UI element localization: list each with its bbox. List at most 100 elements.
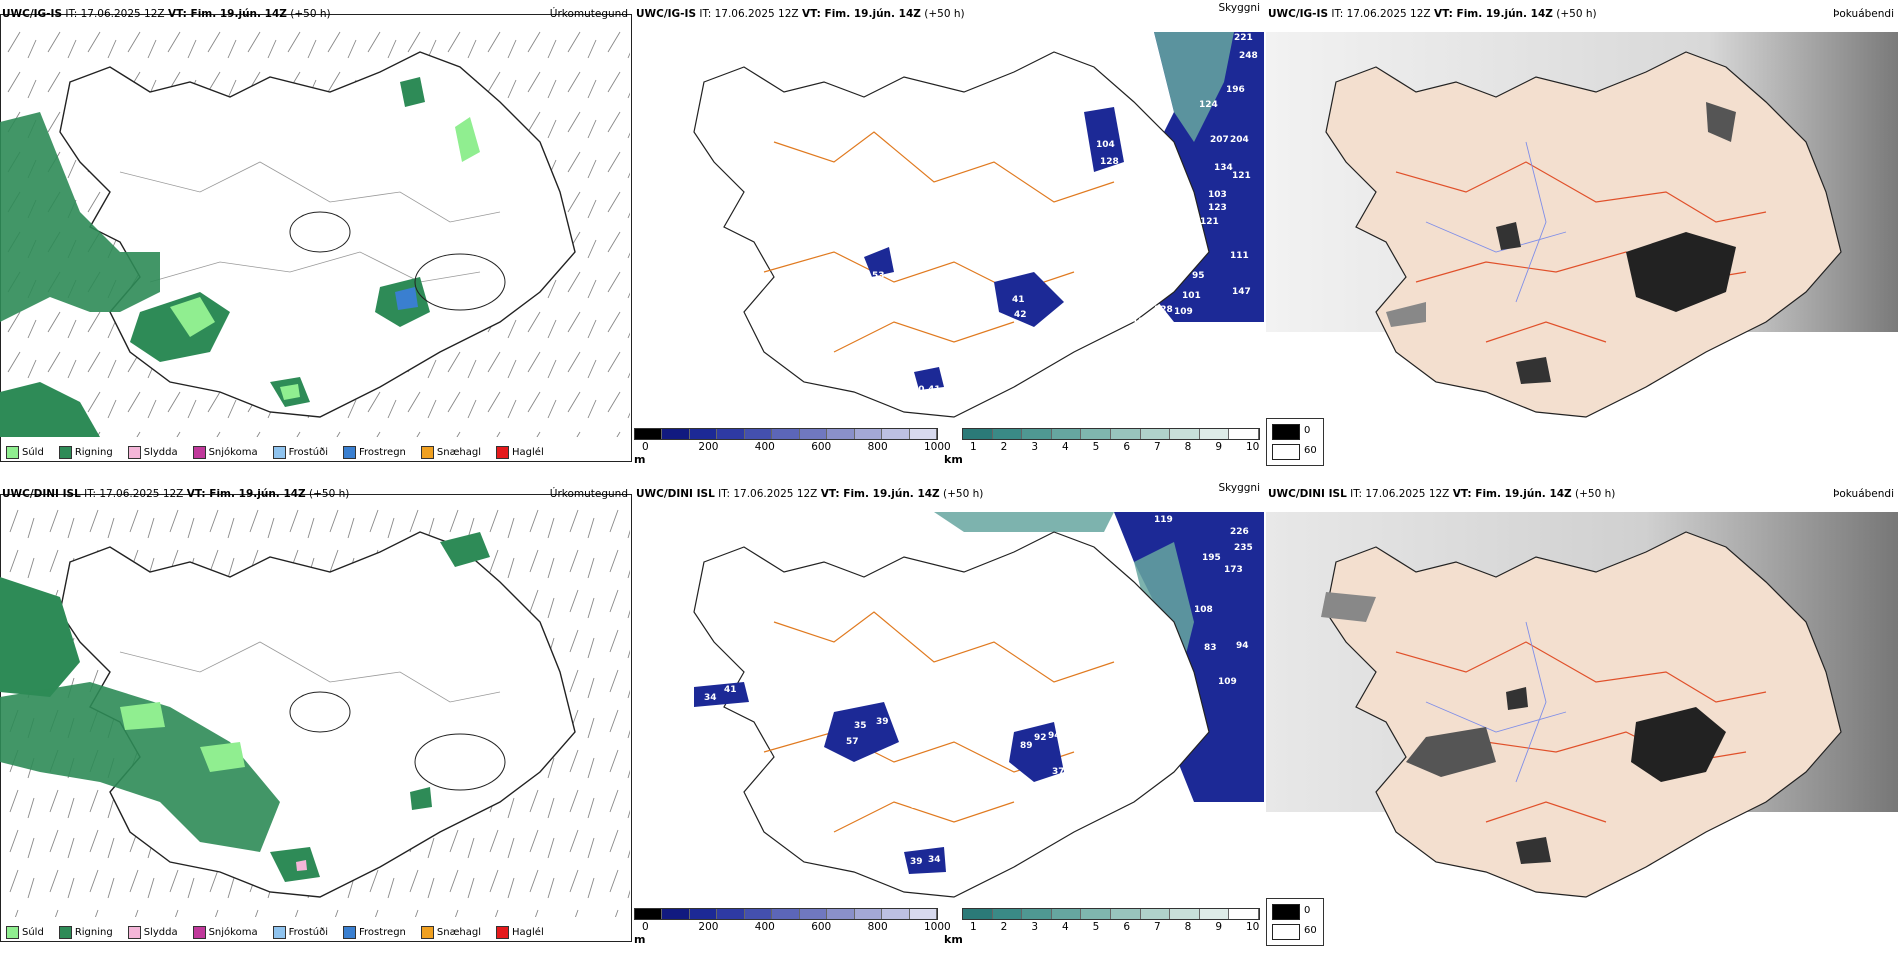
vis-unit: km [944, 933, 963, 946]
legend-swatch [6, 925, 19, 939]
colorbar-ticks: 1 2 3 4 5 6 7 8 9 10 [962, 921, 1260, 935]
vis-value-label: 101 [1182, 291, 1201, 301]
colorbar-tick-label: 1 [970, 441, 977, 453]
fog-map [1266, 512, 1898, 898]
legend-swatch [420, 445, 434, 459]
vis-value-label: 34 [928, 855, 941, 865]
product-type: Skyggni [1218, 2, 1261, 14]
colorbar-cell [662, 909, 690, 919]
vis-value-label: 48 [1142, 153, 1155, 163]
colorbar-tick-label: 600 [811, 921, 832, 933]
vis-colorbar: 1 2 3 4 5 6 7 8 9 10 [962, 428, 1260, 458]
colorbar-cell [635, 909, 663, 919]
colorbar-cell [1170, 429, 1200, 439]
vis-value-label: 57 [846, 737, 859, 747]
colorbar-ticks: 1 2 3 4 5 6 7 8 9 10 [962, 441, 1260, 455]
panel-header: UWC/DINI ISL IT: 17.06.2025 12Z VT: Fim.… [636, 482, 1260, 504]
vis-value-label: 111 [1230, 251, 1249, 261]
colorbar-cell [744, 909, 773, 919]
vis-value-label: 147 [1232, 287, 1251, 297]
precip-type-panel: UWC/IG-IS IT: 17.06.2025 12Z VT: Fim. 19… [0, 0, 632, 470]
vis-unit: km [944, 453, 963, 466]
legend-label: Snæhagl [436, 926, 482, 938]
vis-value-label: 173 [1224, 565, 1243, 575]
lead-time: (+50 h) [309, 488, 350, 500]
legend-swatch [58, 445, 72, 459]
vis-value-label: 103 [1208, 190, 1227, 200]
legend-swatch [420, 925, 434, 939]
colorbar-tick-label: 9 [1215, 441, 1223, 453]
panel-header: UWC/IG-IS IT: 17.06.2025 12Z VT: Fim. 19… [2, 8, 628, 24]
colorbar-cell [1140, 909, 1171, 919]
init-time: IT: 17.06.2025 12Z [1331, 8, 1431, 20]
colorbar-tick-label: 2 [1000, 921, 1008, 933]
colorbar-cell [689, 429, 718, 439]
legend-label: Rigning [74, 926, 113, 938]
legend-item-snaehagl: Snæhagl [420, 442, 481, 462]
vis-value-label: 158 [869, 37, 888, 47]
vis-value-label: 92 [1034, 733, 1047, 743]
legend-swatch [496, 925, 510, 939]
colorbar-cells [962, 908, 1260, 920]
colorbar-ticks: 0 200 400 600 800 1000 [634, 921, 951, 935]
product-type: Skyggni [1218, 482, 1261, 494]
colorbar-cell [744, 429, 773, 439]
legend-swatch [496, 445, 510, 459]
colorbar-cell [1170, 909, 1200, 919]
colorbar-cell [1110, 909, 1141, 919]
vis-value-label: 37 [1052, 767, 1065, 777]
vis-value-label: 73 [940, 705, 953, 715]
visibility-map: 158 221 248 196 124 207 204 92 104 169 4… [693, 32, 1264, 418]
legend-swatch [272, 445, 286, 459]
colorbar-cell [882, 429, 910, 439]
model-name: UWC/IG-IS [1268, 8, 1329, 20]
legend-swatch [343, 925, 356, 939]
colorbar-cell [1051, 909, 1082, 919]
vis-value-label: 33 [1098, 721, 1111, 731]
product-type: Úrkomutegund [549, 488, 628, 500]
legend-item-rigning: Rigning [58, 442, 113, 462]
visibility-panel: UWC/IG-IS IT: 17.06.2025 12Z VT: Fim. 19… [634, 0, 1264, 470]
precip-map [0, 22, 630, 437]
height-colorbar: 0 200 400 600 800 1000 [634, 908, 951, 938]
colorbar-cell [717, 909, 745, 919]
colorbar-ticks: 0 200 400 600 800 1000 [634, 441, 951, 455]
precip-map [0, 502, 630, 917]
vis-value-label: 48 [1142, 175, 1155, 185]
colorbar-tick-label: 9 [1215, 921, 1223, 933]
colorbar-tick-label: 4 [1062, 441, 1069, 453]
vis-value-label: 83 [1204, 643, 1217, 653]
vis-value-label: 22 [784, 345, 797, 355]
model-name: UWC/IG-IS [636, 8, 697, 20]
lead-time: (+50 h) [1556, 8, 1597, 20]
legend-label: Haglél [512, 926, 544, 938]
init-time: IT: 17.06.2025 12Z [65, 8, 165, 20]
vis-value-label: 109 [1218, 677, 1237, 687]
height-unit: m [634, 453, 646, 466]
colorbar-tick-label: 8 [1184, 441, 1192, 453]
colorbar-cell [909, 429, 937, 439]
colorbar-tick-label: 3 [1031, 921, 1039, 933]
legend-label: Súld [22, 446, 44, 458]
colorbar-cells [634, 428, 938, 440]
legend-label: Frostregn [359, 926, 406, 938]
colorbar-cell [772, 909, 800, 919]
valid-time: VT: Fim. 19.jún. 14Z [820, 488, 940, 500]
colorbar-cell [799, 429, 828, 439]
vis-value-label: 128 [1100, 157, 1119, 167]
vis-value-label: 195 [1202, 553, 1221, 563]
precip-legend: Súld Rigning Slydda Snjókoma Frostúði Fr… [6, 922, 553, 942]
visibility-panel: UWC/DINI ISL IT: 17.06.2025 12Z VT: Fim.… [634, 480, 1264, 950]
colorbar-tick-label: 6 [1123, 441, 1131, 453]
colorbar-cell [1081, 909, 1111, 919]
vis-value-label: 128 [1154, 305, 1173, 315]
vis-value-label: 42 [1014, 310, 1027, 320]
colorbar-cell [1022, 429, 1052, 439]
vis-value-label: 221 [1234, 33, 1253, 43]
visibility-map: 119 226 235 195 173 108 83 94 109 34 41 … [693, 512, 1264, 898]
colorbar-cell [1110, 429, 1141, 439]
legend-item-frostregn: Frostregn [343, 442, 406, 462]
legend-item-slydda: Slydda [127, 922, 178, 942]
vis-value-label: 95 [1192, 271, 1205, 281]
vis-value-label: 169 [1124, 150, 1143, 160]
